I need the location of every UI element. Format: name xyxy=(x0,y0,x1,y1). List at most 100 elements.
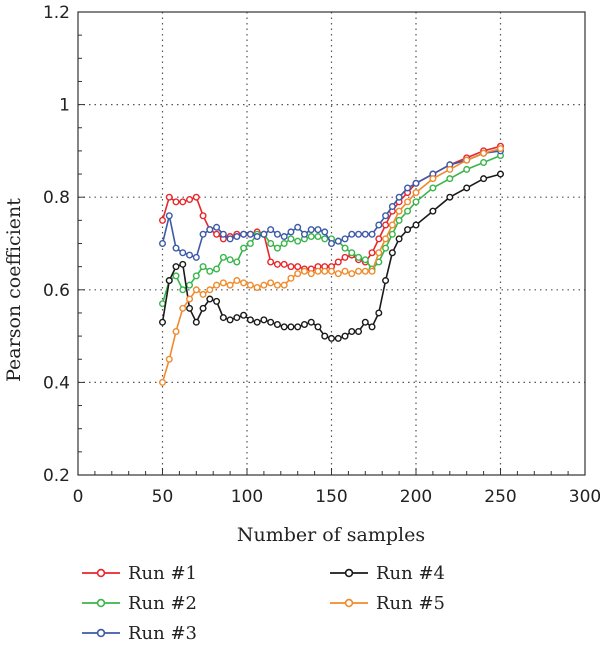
data-point xyxy=(480,158,488,166)
x-tick-label: 100 xyxy=(231,487,263,507)
data-point xyxy=(280,281,288,289)
data-point xyxy=(341,332,349,340)
legend-swatch-marker xyxy=(96,598,106,608)
data-point xyxy=(192,253,200,261)
legend-swatch-marker xyxy=(344,568,354,578)
legend-label: Run #5 xyxy=(376,593,445,614)
data-point xyxy=(213,230,221,238)
data-point xyxy=(348,270,356,278)
data-point xyxy=(300,230,308,238)
data-point xyxy=(294,237,302,245)
data-point xyxy=(233,277,241,285)
data-point xyxy=(361,256,369,264)
data-point xyxy=(334,270,342,278)
data-point xyxy=(321,332,329,340)
data-point xyxy=(267,258,275,266)
data-point xyxy=(321,235,329,243)
data-point xyxy=(213,265,221,273)
data-point xyxy=(206,226,214,234)
data-point xyxy=(307,270,315,278)
data-point xyxy=(219,279,227,287)
x-tick-label: 250 xyxy=(484,487,516,507)
data-point xyxy=(179,304,187,312)
y-tick-label: 0.8 xyxy=(43,188,70,208)
data-point xyxy=(497,170,505,178)
data-point xyxy=(388,230,396,238)
data-point xyxy=(267,226,275,234)
y-tick-label: 1.2 xyxy=(43,3,70,23)
data-point xyxy=(192,272,200,280)
data-point xyxy=(287,263,295,271)
data-point xyxy=(348,230,356,238)
data-point xyxy=(240,230,248,238)
series-4 xyxy=(158,170,505,342)
data-point xyxy=(368,249,376,257)
data-point xyxy=(404,198,412,206)
x-tick-label: 300 xyxy=(569,487,600,507)
data-point xyxy=(240,279,248,287)
data-point xyxy=(412,179,420,187)
data-point xyxy=(172,198,180,206)
data-point xyxy=(446,175,454,183)
data-point xyxy=(206,286,214,294)
data-point xyxy=(165,212,173,220)
data-point xyxy=(226,235,234,243)
data-point xyxy=(300,267,308,275)
data-point xyxy=(307,233,315,241)
data-point xyxy=(412,198,420,206)
data-point xyxy=(240,244,248,252)
data-point xyxy=(348,249,356,257)
data-point xyxy=(412,189,420,197)
legend-swatch-marker xyxy=(344,598,354,608)
data-point xyxy=(226,316,234,324)
data-point xyxy=(355,253,363,261)
data-point xyxy=(246,316,254,324)
data-point xyxy=(267,279,275,287)
data-point xyxy=(382,244,390,252)
x-tick-label: 200 xyxy=(400,487,432,507)
y-tick-label: 0.6 xyxy=(43,281,70,301)
series-3 xyxy=(158,147,505,261)
data-point xyxy=(307,226,315,234)
data-point xyxy=(300,321,308,329)
data-point xyxy=(382,277,390,285)
data-point xyxy=(497,145,505,153)
data-point xyxy=(294,223,302,231)
data-point xyxy=(273,321,281,329)
data-point xyxy=(341,267,349,275)
data-point xyxy=(395,207,403,215)
data-point xyxy=(388,221,396,229)
legend-item: Run #2 xyxy=(82,593,197,614)
data-point xyxy=(240,311,248,319)
data-point xyxy=(463,184,471,192)
data-point xyxy=(480,175,488,183)
grid-lines xyxy=(78,12,585,475)
data-point xyxy=(395,193,403,201)
data-point xyxy=(158,216,166,224)
data-point xyxy=(213,297,221,305)
data-point xyxy=(273,281,281,289)
data-point xyxy=(192,318,200,326)
legend-swatch-marker xyxy=(96,568,106,578)
data-point xyxy=(375,235,383,243)
data-point xyxy=(179,286,187,294)
series-5 xyxy=(158,145,505,386)
data-point xyxy=(368,230,376,238)
legend: Run #1 Run #2 Run #3 Run #4 Run #5 xyxy=(82,563,445,644)
data-point xyxy=(253,283,261,291)
data-point xyxy=(273,244,281,252)
data-point xyxy=(294,323,302,331)
legend-item: Run #4 xyxy=(330,563,445,584)
legend-label: Run #2 xyxy=(128,593,197,614)
data-point xyxy=(199,290,207,298)
data-point xyxy=(179,249,187,257)
data-point xyxy=(186,251,194,259)
data-point xyxy=(412,221,420,229)
data-point xyxy=(287,323,295,331)
data-point xyxy=(328,239,336,247)
data-point xyxy=(404,207,412,215)
data-point xyxy=(158,239,166,247)
data-point xyxy=(404,226,412,234)
data-point xyxy=(395,235,403,243)
data-point xyxy=(314,226,322,234)
